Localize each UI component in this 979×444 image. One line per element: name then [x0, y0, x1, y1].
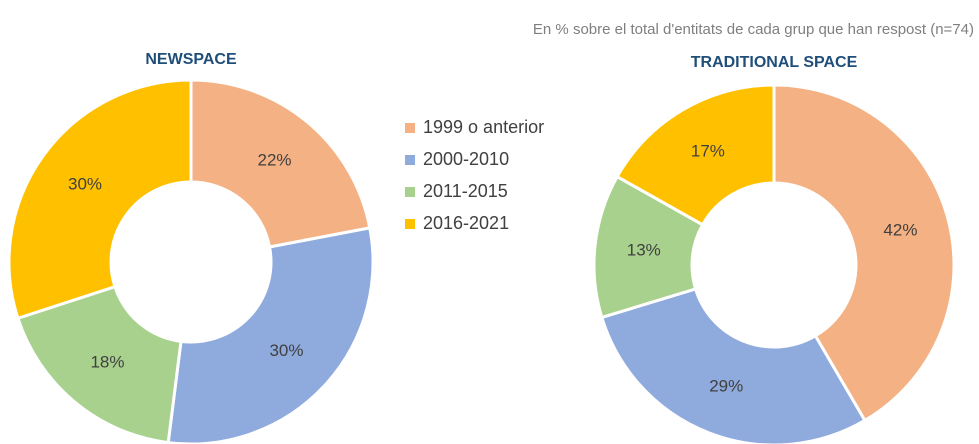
- donut-slice: [16, 284, 183, 444]
- data-label: 29%: [709, 376, 743, 395]
- subtitle: En % sobre el total d'entitats de cada g…: [533, 21, 974, 38]
- data-label: 13%: [627, 240, 661, 259]
- donut-slice: [615, 83, 776, 227]
- data-label: 30%: [68, 174, 102, 193]
- donut-slice: [772, 83, 956, 423]
- data-label: 30%: [269, 341, 303, 360]
- legend-swatch: [405, 155, 415, 165]
- data-label: 42%: [883, 220, 917, 239]
- legend-label: 2016-2021: [423, 213, 509, 233]
- chart-title: NEWSPACE: [145, 51, 237, 68]
- legend-label: 2000-2010: [423, 149, 509, 169]
- legend-label: 2011-2015: [423, 181, 508, 201]
- data-label: 17%: [691, 141, 725, 160]
- legend-swatch: [405, 219, 415, 229]
- legend-swatch: [405, 187, 415, 197]
- data-label: 18%: [90, 352, 124, 371]
- chart-title: TRADITIONAL SPACE: [691, 54, 858, 71]
- donut-slice: [7, 78, 193, 321]
- donut-slice: [166, 226, 375, 444]
- donut-slice: [599, 287, 867, 444]
- legend-swatch: [405, 123, 415, 133]
- donut-slice: [189, 78, 372, 249]
- legend-label: 1999 o anterior: [423, 117, 544, 137]
- donut-slice: [592, 174, 705, 320]
- data-label: 22%: [257, 151, 291, 170]
